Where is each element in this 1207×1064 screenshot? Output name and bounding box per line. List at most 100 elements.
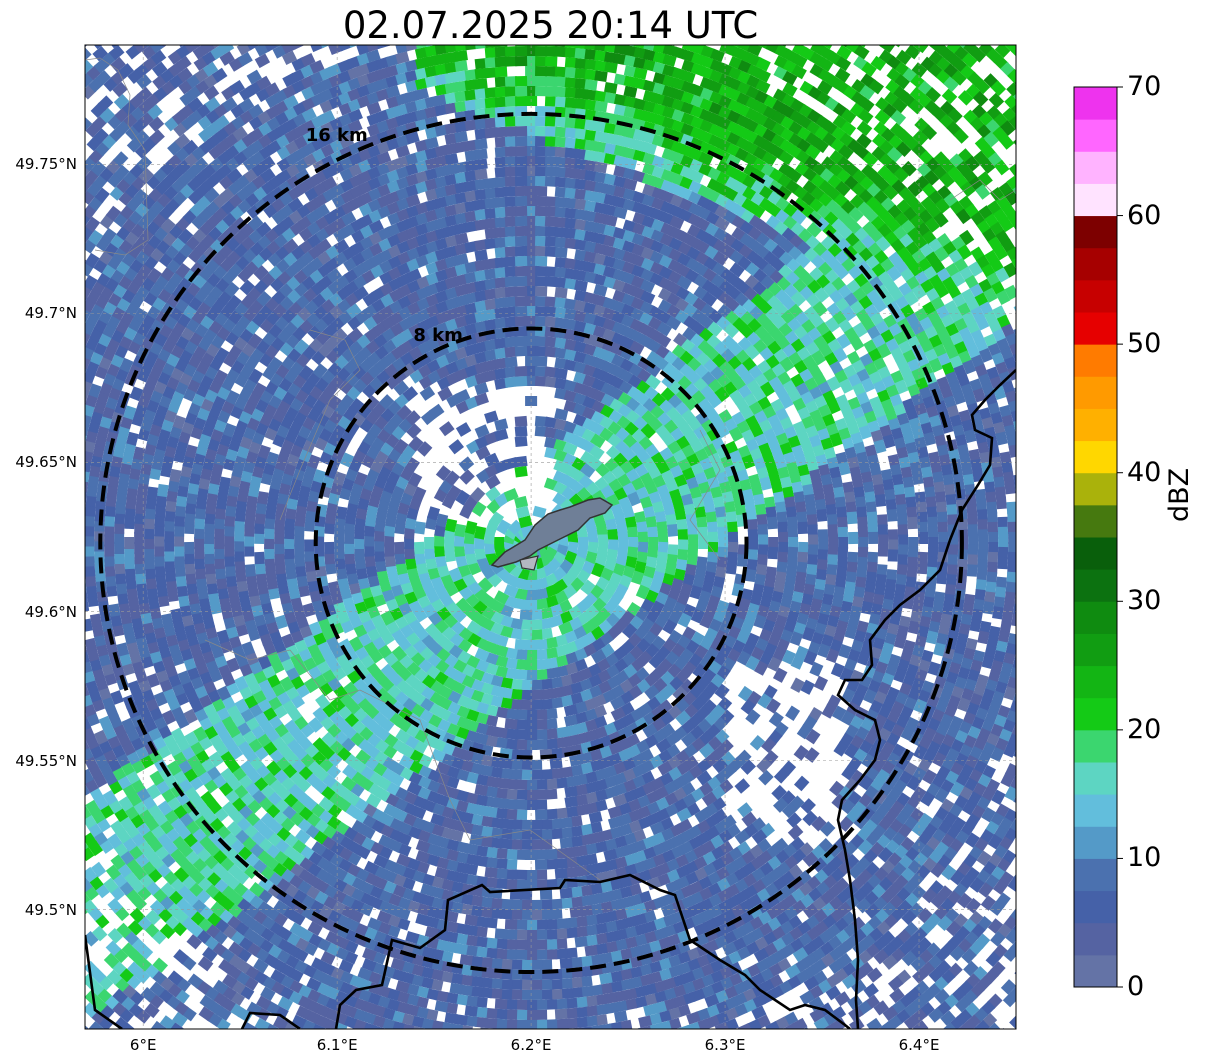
- radar-cell: [519, 629, 533, 641]
- radar-cell: [539, 607, 554, 620]
- radar-cell: [886, 509, 898, 522]
- radar-cell: [685, 513, 698, 528]
- radar-cell: [630, 570, 645, 585]
- radar-cell: [475, 445, 491, 461]
- radar-cell: [514, 598, 528, 611]
- radar-cell: [868, 531, 879, 544]
- radar-cell: [534, 285, 548, 297]
- radar-cell: [674, 508, 687, 523]
- radar-cell: [425, 556, 438, 570]
- radar-cell: [518, 515, 533, 529]
- radar-cell: [544, 376, 558, 388]
- radar-cell: [426, 506, 441, 521]
- radar-cell: [414, 521, 426, 535]
- radar-cell: [493, 590, 510, 605]
- radar-cell: [534, 648, 548, 661]
- radar-cell: [514, 225, 528, 237]
- radar-cell: [580, 579, 596, 596]
- radar-cell: [627, 491, 642, 507]
- radar-cell: [474, 148, 488, 160]
- radar-cell: [677, 529, 689, 542]
- radar-cell: [374, 558, 387, 573]
- radar-cell: [539, 688, 553, 700]
- radar-cell: [385, 563, 398, 578]
- radar-cell: [455, 597, 472, 614]
- radar-cell: [514, 335, 528, 347]
- radar-cell: [514, 155, 528, 167]
- radar-cell: [616, 523, 628, 537]
- radar-cell: [676, 518, 688, 532]
- radar-cell: [628, 537, 639, 549]
- radar-cell: [534, 375, 548, 387]
- radar-cell: [435, 465, 452, 481]
- radar-cell: [534, 355, 548, 367]
- radar-cell: [584, 944, 598, 957]
- radar-cell: [578, 537, 589, 549]
- radar-cell: [483, 541, 496, 555]
- radar-cell: [146, 486, 159, 500]
- radar-cell: [514, 435, 528, 448]
- radar-cell: [474, 138, 488, 150]
- radar-cell: [444, 548, 456, 563]
- radar-cell: [443, 528, 456, 542]
- radar-cell: [514, 135, 528, 147]
- radar-cell: [589, 444, 605, 460]
- radar-cell: [404, 537, 415, 549]
- radar-cell: [554, 367, 568, 380]
- radar-cell: [254, 551, 265, 565]
- radar-cell: [304, 539, 315, 552]
- radar-cell: [667, 523, 679, 537]
- radar-cell: [407, 472, 423, 488]
- map-title: 02.07.2025 20:14 UTC: [342, 4, 759, 47]
- radar-cell: [534, 185, 548, 197]
- radar-cell: [514, 425, 528, 437]
- radar-cell: [504, 356, 518, 368]
- radar-cell: [376, 568, 389, 583]
- radar-cell: [435, 513, 449, 528]
- radar-cell: [514, 235, 528, 247]
- radar-cell: [544, 667, 558, 680]
- radar-cell: [464, 914, 479, 927]
- radar-cell: [534, 859, 548, 870]
- radar-cell: [554, 408, 569, 421]
- radar-cell: [157, 483, 169, 498]
- radar-cell: [637, 531, 649, 545]
- radar-cell: [766, 516, 778, 530]
- radar-cell: [596, 523, 608, 538]
- radar-cell: [678, 539, 689, 552]
- radar-cell: [514, 295, 528, 307]
- radar-cell: [637, 541, 649, 555]
- radar-cell: [916, 561, 928, 575]
- radar-cell: [474, 525, 487, 540]
- radar-cell: [504, 657, 518, 670]
- radar-cell: [514, 145, 528, 157]
- radar-cell: [514, 265, 528, 277]
- radar-cell: [534, 415, 548, 427]
- radar-cell: [656, 521, 668, 535]
- radar-cell: [413, 541, 425, 555]
- radar-cell: [474, 424, 490, 439]
- radar-cell: [108, 603, 121, 617]
- radar-cell: [534, 638, 548, 651]
- radar-cell: [648, 537, 659, 549]
- radar-cell: [591, 562, 605, 578]
- radar-cell: [559, 684, 573, 698]
- radar-cell: [424, 537, 435, 549]
- radar-cell: [574, 936, 588, 948]
- radar-cell: [499, 686, 513, 699]
- radar-cell: [656, 551, 668, 565]
- radar-cell: [514, 195, 528, 207]
- radar-cell: [874, 493, 887, 508]
- radar-cell: [549, 686, 563, 699]
- radar-cell: [539, 889, 553, 900]
- radar-cell: [539, 678, 553, 690]
- radar-cell: [525, 650, 538, 660]
- radar-cell: [688, 534, 699, 547]
- radar-cell: [534, 669, 548, 681]
- radar-cell: [529, 619, 543, 631]
- radar-cell: [539, 617, 554, 630]
- radar-cell: [374, 529, 385, 542]
- radar-cell: [519, 619, 533, 631]
- radar-cell: [534, 577, 549, 590]
- radar-cell: [558, 621, 574, 636]
